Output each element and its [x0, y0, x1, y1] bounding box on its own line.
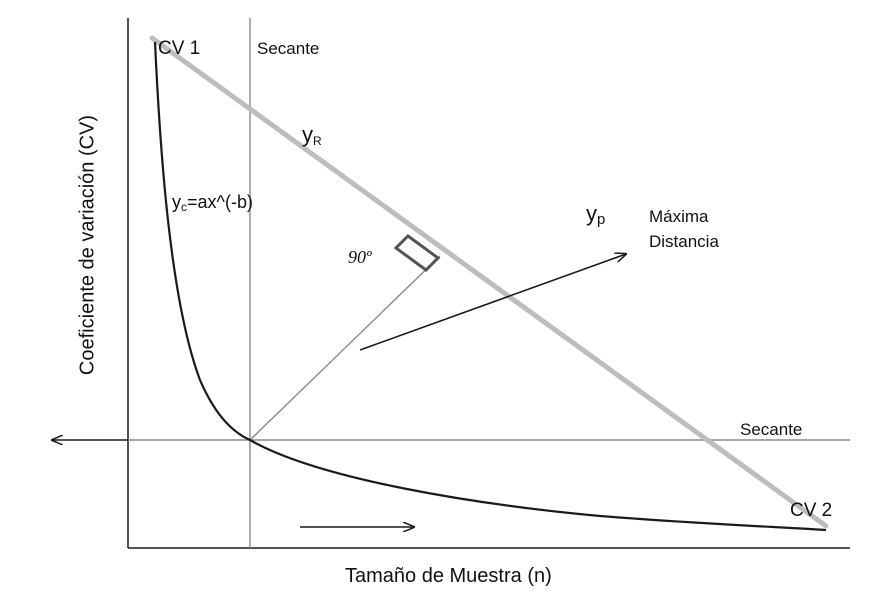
yr-label: yR — [302, 122, 322, 148]
yc-formula: =ax^(-b) — [187, 192, 253, 212]
yp-label: yp — [586, 201, 606, 228]
yr-main: y — [302, 122, 313, 147]
power-curve-yc — [153, 41, 827, 532]
yr-subscript: R — [313, 134, 322, 148]
cv1-label: CV 1 — [158, 38, 201, 59]
cv2-label: CV 2 — [790, 500, 833, 521]
yc-formula-label: yc=ax^(-b) — [172, 193, 253, 213]
y-axis-label: Coeficiente de variación (CV) — [76, 114, 99, 376]
yc-subscript: c — [181, 200, 187, 214]
chord-line-yr — [149, 35, 829, 529]
yp-main: y — [586, 201, 597, 226]
max-distance-arrow — [359, 254, 626, 351]
vertical-secant-label: Secante — [257, 39, 320, 58]
right-angle-marker — [393, 234, 441, 272]
max-distance-label-line1: Máxima — [649, 207, 709, 226]
angle-label: 90º — [348, 247, 372, 267]
max-distance-label-line2: Distancia — [649, 232, 719, 251]
yp-subscript: p — [597, 211, 606, 228]
x-axis-label: Tamaño de Muestra (n) — [345, 565, 552, 587]
horizontal-secant-label: Secante — [740, 420, 803, 439]
perpendicular-line-yp — [249, 255, 441, 441]
yc-main: y — [172, 192, 181, 212]
